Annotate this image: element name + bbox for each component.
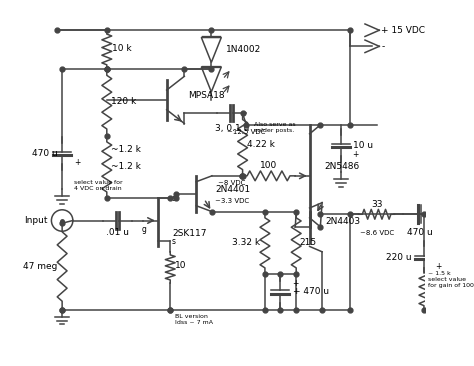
Text: 3.32 k: 3.32 k: [232, 238, 261, 247]
Text: Also serve as
solder posts.: Also serve as solder posts.: [254, 122, 296, 133]
Text: ~8.6 VDC: ~8.6 VDC: [360, 230, 394, 236]
Text: ~1.2 k: ~1.2 k: [111, 163, 141, 171]
Text: + 470 u: + 470 u: [292, 287, 329, 296]
Text: select value for
4 VDC on drain: select value for 4 VDC on drain: [73, 180, 122, 191]
Text: 4.22 k: 4.22 k: [247, 140, 275, 149]
Text: ~ 1.5 k
select value
for gain of 100: ~ 1.5 k select value for gain of 100: [428, 271, 474, 288]
Text: 10 k: 10 k: [112, 45, 132, 53]
Text: BL version
Idss ~ 7 mA: BL version Idss ~ 7 mA: [175, 314, 213, 325]
Text: d: d: [172, 194, 177, 203]
Text: 470 u: 470 u: [32, 149, 58, 158]
Text: 470 u: 470 u: [407, 228, 432, 237]
Text: +: +: [292, 279, 298, 288]
Text: 2N4403: 2N4403: [326, 217, 361, 226]
Text: .01 u: .01 u: [106, 228, 129, 237]
Text: 10 u: 10 u: [354, 141, 374, 150]
Text: 2N5486: 2N5486: [324, 163, 359, 171]
Text: -: -: [381, 42, 384, 51]
Text: 1N4002: 1N4002: [226, 45, 261, 55]
Text: 220 u: 220 u: [386, 253, 411, 262]
Text: ~3.3 VDC: ~3.3 VDC: [216, 198, 250, 205]
Text: Input: Input: [24, 216, 48, 225]
Text: ~12.5 VDC: ~12.5 VDC: [228, 128, 266, 135]
Text: g: g: [142, 225, 146, 234]
Text: 2SK117: 2SK117: [172, 229, 207, 239]
Text: +: +: [353, 150, 359, 159]
Text: ~1.2 k: ~1.2 k: [111, 145, 141, 154]
Text: 215: 215: [300, 238, 317, 247]
Text: 3, 0.1 u: 3, 0.1 u: [215, 124, 249, 133]
Text: s: s: [172, 236, 176, 246]
Text: 100: 100: [260, 161, 277, 171]
Text: 2N4401: 2N4401: [216, 185, 251, 194]
Text: 33: 33: [371, 200, 383, 209]
Text: MPSA18: MPSA18: [188, 92, 225, 101]
Text: 120 k: 120 k: [111, 97, 137, 106]
Text: 10: 10: [175, 261, 186, 270]
Text: 47 meg: 47 meg: [23, 262, 58, 270]
Text: ~8 VDC: ~8 VDC: [218, 180, 246, 186]
Text: +: +: [436, 262, 442, 270]
Text: +: +: [74, 158, 80, 167]
Text: + 15 VDC: + 15 VDC: [381, 26, 425, 35]
